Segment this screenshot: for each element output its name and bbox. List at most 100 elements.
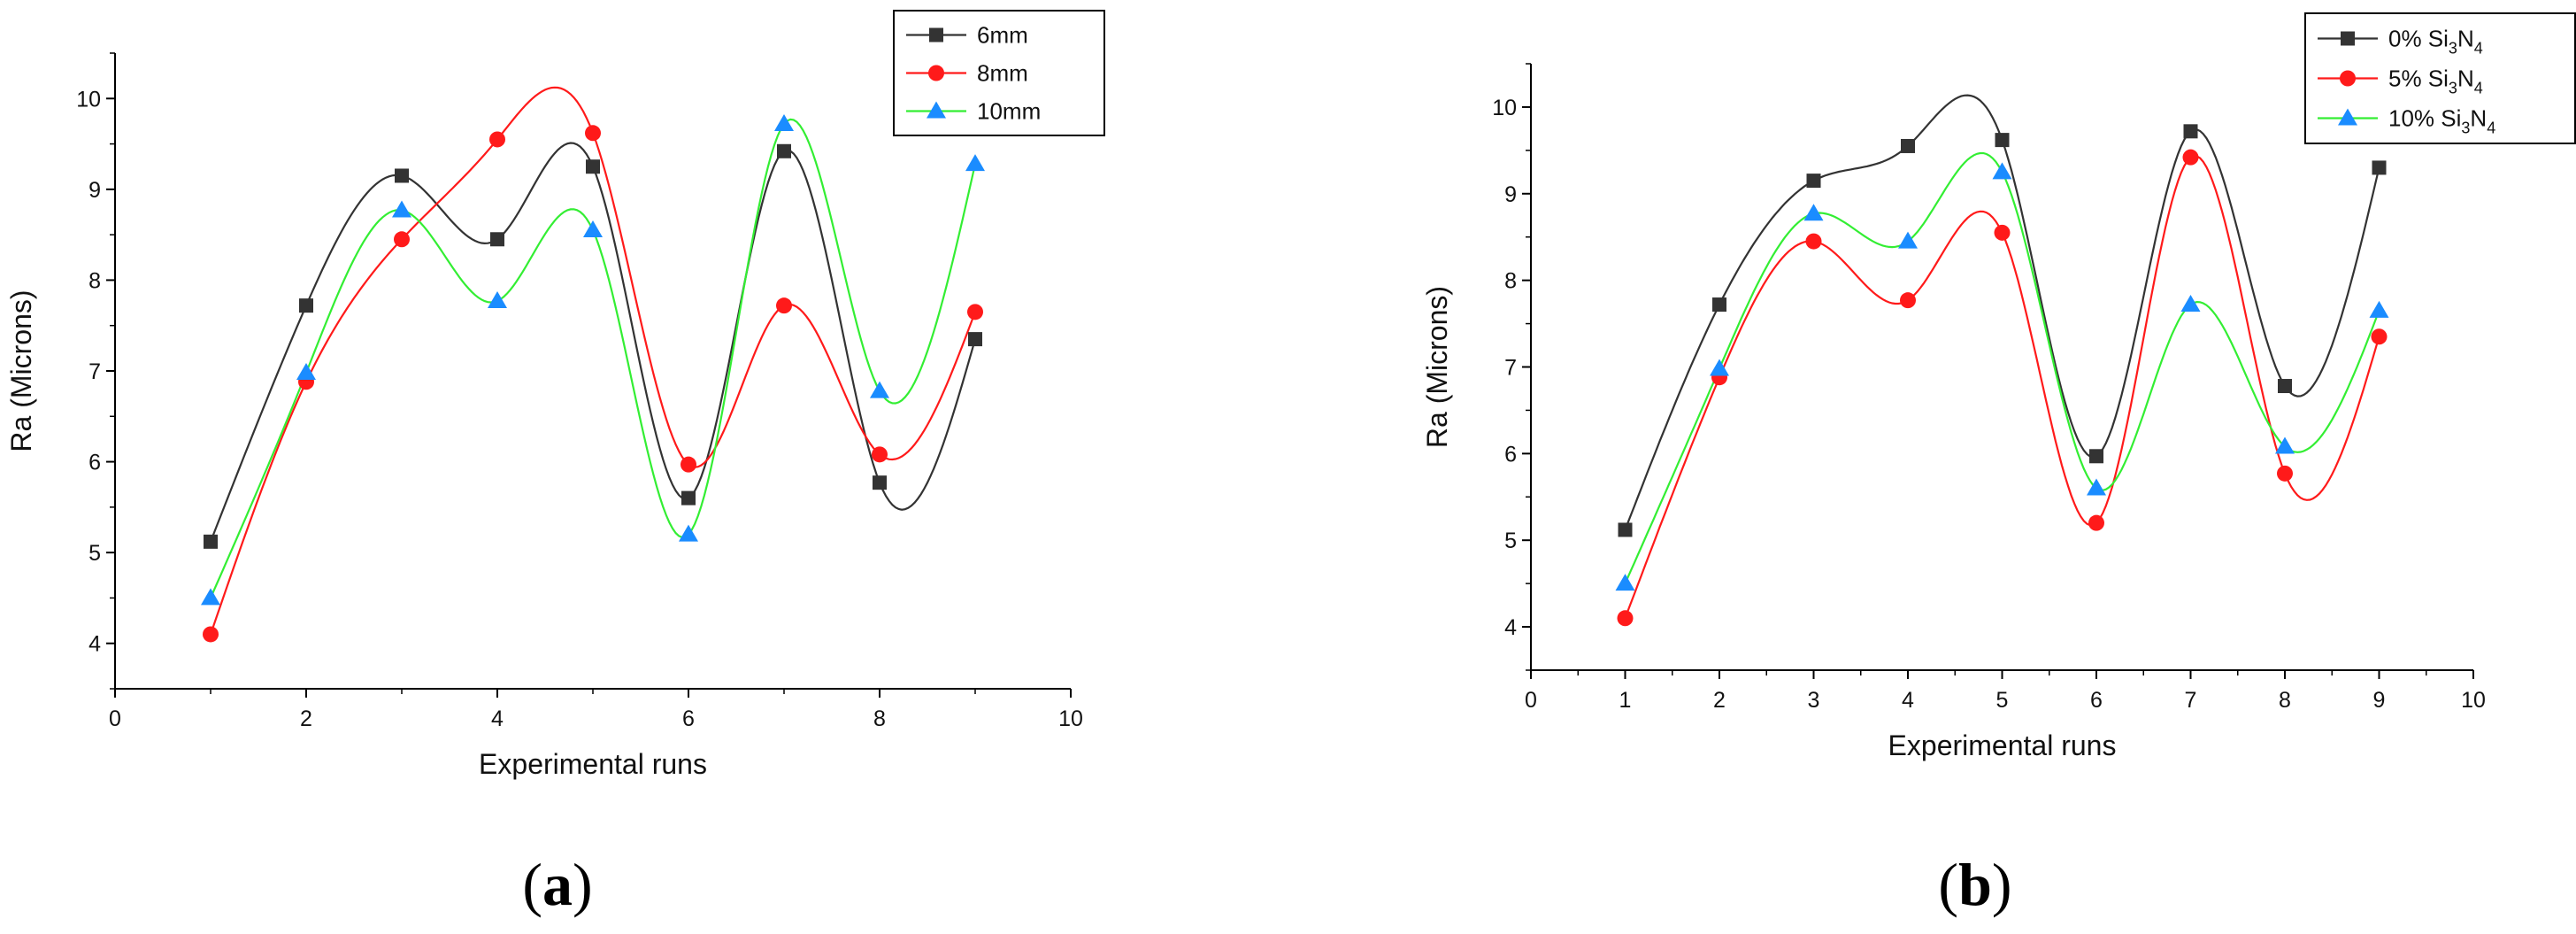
- data-point: [299, 298, 313, 313]
- x-tick-label: 8: [873, 706, 886, 731]
- legend-marker: [927, 101, 946, 119]
- x-tick-label: 9: [2373, 688, 2386, 713]
- legend-marker: [2340, 70, 2356, 87]
- legend: 6mm 8mm 10mm: [893, 10, 1105, 136]
- series-line-0: [1624, 94, 2380, 530]
- data-point: [395, 168, 409, 183]
- data-point: [2275, 436, 2295, 454]
- data-point: [583, 220, 603, 238]
- data-point: [296, 363, 316, 381]
- y-tick-label: 5: [88, 541, 101, 566]
- data-point: [392, 200, 411, 218]
- y-axis-title: Ra (Microns): [5, 289, 37, 452]
- legend-marker: [929, 27, 943, 42]
- x-tick-label: 4: [1902, 688, 1914, 713]
- legend-label: 5% Si3N4: [2388, 66, 2483, 97]
- x-tick-label: 10: [2461, 688, 2486, 713]
- series-line-2: [1624, 151, 2380, 584]
- y-tick-label: 10: [76, 87, 101, 112]
- data-point: [681, 456, 696, 473]
- series-line-0: [209, 142, 977, 543]
- data-point: [873, 475, 887, 490]
- data-point: [585, 125, 601, 142]
- y-tick-label: 8: [88, 268, 101, 293]
- x-tick-label: 6: [682, 706, 695, 731]
- data-point: [2369, 300, 2389, 318]
- x-tick-label: 0: [1525, 688, 1537, 713]
- x-tick-label: 4: [491, 706, 504, 731]
- x-tick-label: 2: [1713, 688, 1726, 713]
- data-point: [1615, 574, 1635, 591]
- data-point: [1806, 174, 1821, 189]
- data-point: [203, 626, 219, 643]
- data-point: [2371, 328, 2388, 345]
- legend-marker: [928, 65, 944, 81]
- x-tick-label: 10: [1058, 706, 1083, 731]
- y-tick-label: 6: [88, 451, 101, 475]
- data-point: [968, 332, 982, 347]
- data-point: [2088, 514, 2104, 531]
- data-point: [204, 534, 218, 549]
- data-point: [490, 232, 504, 247]
- data-point: [488, 291, 507, 309]
- data-point: [967, 304, 983, 320]
- y-tick-label: 8: [1504, 269, 1517, 294]
- y-tick-label: 7: [88, 359, 101, 384]
- y-tick-label: 6: [1504, 442, 1517, 467]
- x-tick-label: 2: [300, 706, 312, 731]
- data-point: [1900, 292, 1916, 309]
- legend-label: 6mm: [977, 22, 1028, 49]
- data-point: [965, 154, 985, 172]
- legend-prefix: 10% Si: [2388, 105, 2461, 132]
- y-tick-label: 9: [1504, 182, 1517, 207]
- data-point: [681, 490, 696, 506]
- y-tick-label: 10: [1492, 96, 1517, 120]
- x-tick-label: 8: [2279, 688, 2291, 713]
- data-point: [872, 446, 888, 463]
- data-point: [1803, 204, 1824, 221]
- chart-b: 0 1 2 3 4 5 6 7 8 9 10 4 5 6 7 8 9 10 Experimental runs Ra …: [1421, 12, 2576, 918]
- data-point: [774, 114, 794, 132]
- data-point: [394, 231, 410, 248]
- data-point: [489, 131, 505, 148]
- x-tick-label: 0: [109, 706, 121, 731]
- data-point: [679, 524, 698, 542]
- data-point: [2087, 478, 2106, 496]
- legend-marker: [2341, 31, 2355, 46]
- data-point: [1898, 231, 1918, 249]
- data-point: [1617, 610, 1634, 627]
- legend-label: 8mm: [977, 60, 1028, 87]
- x-tick-label: 5: [1996, 688, 2009, 713]
- data-point: [586, 159, 600, 174]
- y-tick-label: 4: [88, 632, 101, 657]
- legend-label: 10% Si3N4: [2388, 105, 2495, 137]
- x-axis-title: Experimental runs: [1888, 729, 2117, 761]
- x-tick-label: 3: [1808, 688, 1820, 713]
- data-point: [1994, 224, 2011, 241]
- legend-label: 10mm: [977, 98, 1041, 125]
- x-tick-label: 6: [2090, 688, 2103, 713]
- data-point: [2182, 149, 2199, 166]
- x-axis-title: Experimental runs: [479, 748, 707, 780]
- x-tick-label: 1: [1619, 688, 1632, 713]
- legend-label: 0% Si3N4: [2388, 26, 2483, 58]
- data-point: [2372, 160, 2387, 175]
- panel-label: (b): [1938, 851, 2011, 918]
- legend-marker: [2338, 108, 2357, 126]
- data-point: [2089, 449, 2103, 464]
- data-point: [1805, 233, 1822, 250]
- data-point: [1995, 133, 2010, 148]
- legend-prefix: 0% Si: [2388, 26, 2449, 52]
- chart-a: 0 2 4 6 8 10 4 5 6 7 8 9 10 Experimental runs Ra (Micr…: [5, 10, 1105, 918]
- legend: 0% Si3N4 5% Si3N4 10% Si3N4: [2304, 12, 2576, 144]
- data-point: [777, 143, 791, 158]
- y-axis-title: Ra (Microns): [1421, 286, 1453, 448]
- data-point: [2277, 465, 2293, 482]
- y-tick-label: 9: [88, 178, 101, 203]
- data-point: [1618, 522, 1633, 537]
- y-tick-label: 4: [1504, 615, 1517, 640]
- y-tick-label: 5: [1504, 529, 1517, 553]
- series-line-2: [209, 118, 977, 598]
- data-point: [1710, 359, 1729, 376]
